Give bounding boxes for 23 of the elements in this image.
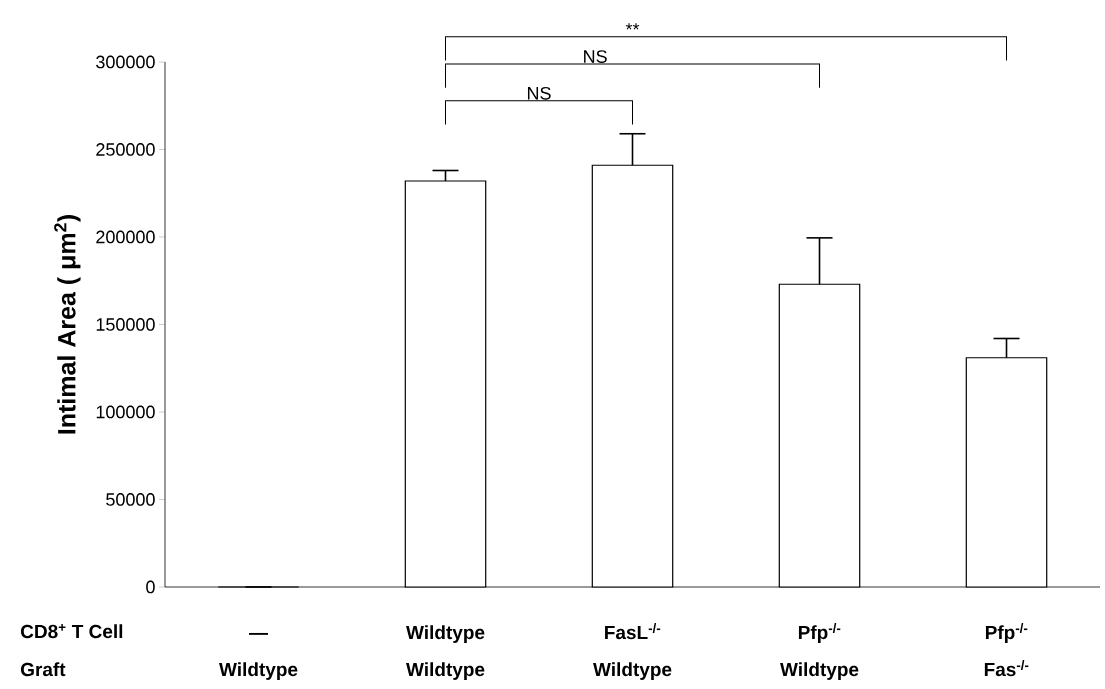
text: Wildtype — [780, 662, 859, 680]
x-tick-label: Pfp$^{-/-}$ — [985, 623, 1028, 643]
y-tick-label: 200000 — [96, 230, 155, 244]
x-tick-label: Pfp$^{-/-}$ — [798, 623, 841, 643]
text: Wildtype — [593, 662, 672, 680]
y-tick-label: 100000 — [96, 405, 155, 419]
y-tick-label: 250000 — [96, 143, 155, 156]
y-tick-label: 300000 — [96, 55, 155, 69]
text: CD8$^{+}$ T Cell — [20, 623, 123, 639]
text: Wildtype — [219, 662, 298, 680]
text: Fas$^{-/-}$ — [984, 660, 1029, 677]
y-tick-label: 150000 — [96, 318, 155, 331]
x-tick-label: — — [249, 632, 268, 635]
text: ** — [625, 23, 640, 30]
x-tick-label: Wildtype — [406, 625, 485, 643]
text: Wildtype — [406, 662, 485, 680]
x-tick-label: FasL$^{-/-}$ — [605, 623, 661, 640]
annotation: NS — [527, 86, 551, 100]
y-axis-title: Intimal Area ( μm$^{2}$) — [54, 215, 81, 434]
y-tick-label: 0 — [146, 580, 155, 594]
annotation: NS — [584, 50, 607, 63]
y-tick-label: 50000 — [106, 493, 155, 506]
text: Graft — [20, 662, 66, 677]
